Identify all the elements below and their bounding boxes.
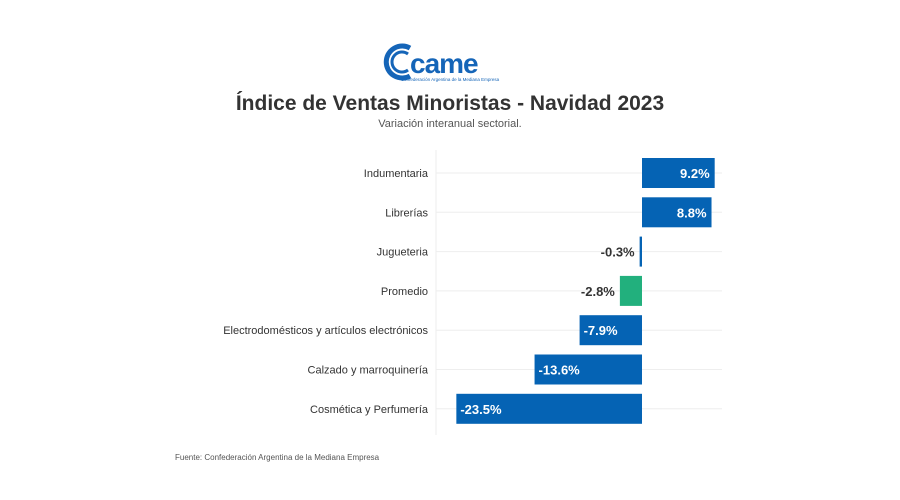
category-label: Jugueteria	[377, 247, 429, 259]
category-label: Calzado y marroquinería	[308, 365, 429, 377]
category-label: Electrodomésticos y artículos electrónic…	[223, 325, 428, 337]
value-label: -7.9%	[584, 323, 618, 338]
bar	[639, 236, 642, 267]
bar	[642, 158, 715, 188]
chart-title: Índice de Ventas Minoristas - Navidad 20…	[235, 92, 665, 115]
category-label: Librerías	[385, 207, 428, 219]
source-note: Fuente: Confederación Argentina de la Me…	[175, 453, 380, 462]
bar-layer	[456, 158, 715, 424]
value-label: -0.3%	[601, 245, 635, 260]
grid-layer	[435, 150, 722, 435]
bar	[579, 315, 642, 346]
label-layer: Indumentaria 9.2% Librerías 8.8% Jugueteria -…	[223, 166, 710, 417]
bar	[456, 393, 642, 424]
logo-c-mark	[383, 43, 412, 81]
value-label: -23.5%	[460, 402, 502, 417]
value-label: 9.2%	[680, 166, 710, 181]
logo-text: came	[410, 48, 478, 79]
bar	[534, 354, 642, 385]
value-label: -2.8%	[581, 284, 615, 299]
category-label: Promedio	[381, 286, 428, 298]
bar	[642, 197, 712, 228]
value-label: 8.8%	[677, 205, 707, 220]
category-label: Cosmética y Perfumería	[310, 404, 429, 416]
bar	[619, 275, 642, 306]
category-label: Indumentaria	[364, 168, 429, 180]
logo-subtitle: Confederación Argentina de la Mediana Em…	[400, 77, 500, 82]
came-logo: came	[383, 43, 479, 81]
value-label: -13.6%	[539, 363, 581, 378]
chart-subtitle: Variación interanual sectorial.	[378, 118, 522, 130]
